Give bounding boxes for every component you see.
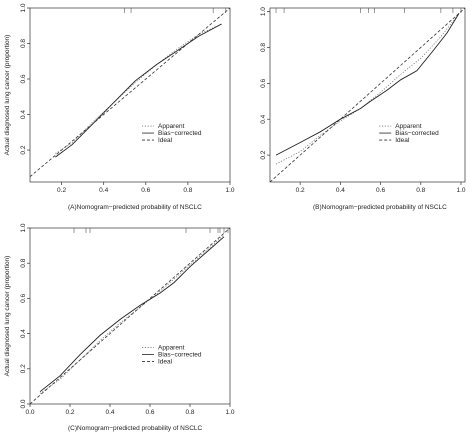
y-tick-label: 0.6 [260,78,267,87]
calibration-panel-b: 0.2 0.4 0.6 0.8 1.0 0.2 0.4 0.6 0.8 1.0 ApparentBi… [260,7,466,211]
legend-label: Ideal [395,137,410,144]
x-tick-label: 0.2 [296,187,305,194]
x-axis-label: (A)Nomogram−predicted probability of NSC… [68,204,202,211]
plot-frame [29,7,231,183]
y-tick-label: 0.2 [20,364,27,373]
y-tick-label: 1.0 [20,3,27,12]
y-tick-label: 0.6 [20,74,27,83]
y-tick-label: 0.6 [20,294,27,303]
x-tick-label: 0.8 [185,409,194,416]
x-tick-label: 0.6 [376,187,385,194]
series-line-ideal [30,8,230,178]
x-tick-label: 0.0 [25,409,34,416]
x-tick-label: 0.4 [99,187,108,194]
x-tick-label: 1.0 [225,409,234,416]
x-tick-label: 0.6 [145,409,154,416]
y-tick-label: 0.8 [260,43,267,52]
x-tick-label: 0.2 [65,409,74,416]
y-tick-label: 1.0 [20,223,27,232]
plot-frame [29,227,231,405]
y-tick-label: 0.4 [260,114,267,123]
legend-label: Apparent [395,123,422,130]
x-axis-label: (B)Nomogram−predicted probability of NSC… [313,204,447,211]
legend-label: Apparent [158,123,185,130]
series-line-bias-corrected [275,13,460,156]
y-tick-label: 0.8 [20,258,27,267]
x-tick-label: 0.8 [183,187,192,194]
x-tick-label: 0.8 [416,187,425,194]
legend-label: Bias−corrected [395,130,439,137]
y-tick-label: 0.2 [260,150,267,159]
y-tick-label: 1.0 [260,7,267,16]
y-tick-label: 0.4 [20,110,27,119]
x-tick-label: 1.0 [456,187,465,194]
legend-label: Bias−corrected [158,351,202,358]
x-tick-label: 0.6 [141,187,150,194]
y-tick-label: 0.2 [20,145,27,154]
y-tick-label: 0.4 [20,329,27,338]
y-tick-label: 0.0 [20,399,27,408]
series-line-apparent [275,13,460,165]
y-tick-label: 0.8 [20,39,27,48]
series-line-apparent [55,23,222,154]
calibration-panel-c: 0.0 0.2 0.4 0.6 0.8 1.0 0.0 0.2 0.4 0.6 0.8 1.0 Appa… [4,223,235,432]
legend-label: Ideal [158,358,173,365]
series-line-ideal [30,228,230,404]
x-tick-label: 0.4 [336,187,345,194]
legend-label: Bias−corrected [158,130,202,137]
calibration-panel-a: 0.2 0.4 0.6 0.8 1.0 0.2 0.4 0.6 0.8 1.0 ApparentBi… [4,3,235,211]
y-axis-label: Actual diagnosed lung cancer (proportion… [4,256,11,377]
legend-label: Apparent [158,344,185,351]
series-line-ideal [270,8,465,182]
x-tick-label: 0.2 [57,187,66,194]
x-axis-label: (C)Nomogram−predicted probability of NSC… [68,425,203,432]
series-line-bias-corrected [55,23,222,158]
x-tick-label: 1.0 [225,187,234,194]
legend-label: Ideal [158,137,173,144]
series-line-bias-corrected [39,236,225,393]
y-axis-label: Actual diagnosed lung cancer (proportion… [4,35,11,156]
plot-frame [269,7,466,183]
x-tick-label: 0.4 [105,409,114,416]
